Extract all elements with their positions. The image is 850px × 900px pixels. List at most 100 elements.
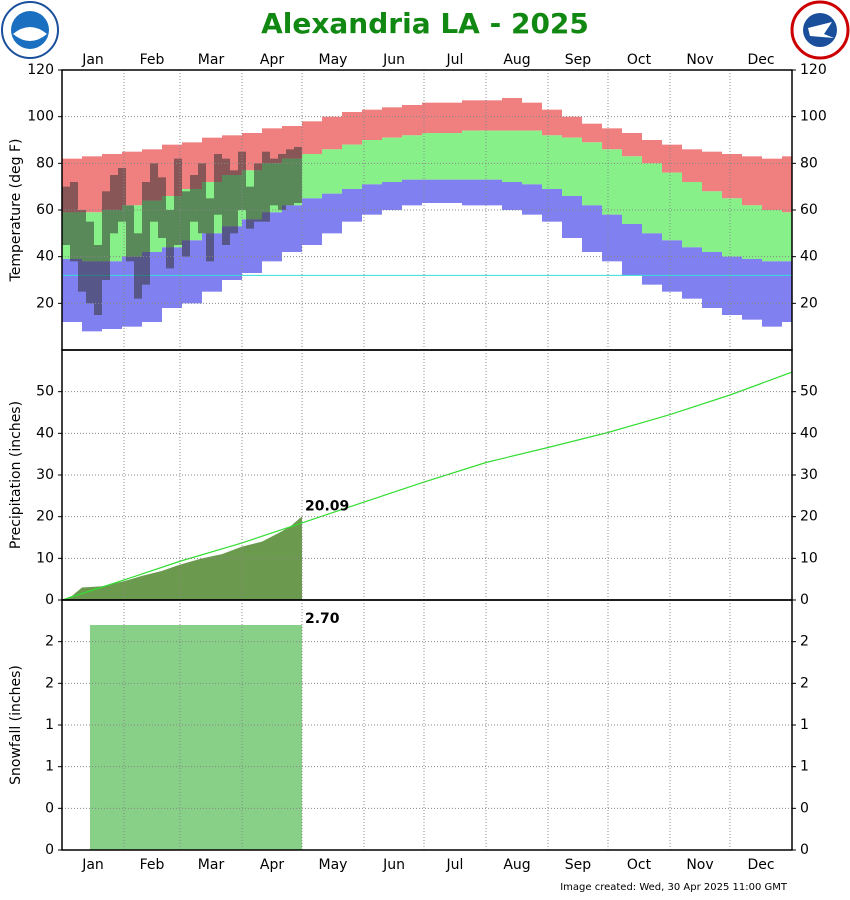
record-high-bar	[122, 151, 142, 206]
record-low-bar	[622, 224, 642, 276]
month-label: Feb	[140, 857, 165, 873]
record-high-bar	[782, 156, 792, 213]
record-low-bar	[782, 261, 792, 322]
observed-bar	[198, 163, 206, 234]
y-tick-label-right: 30	[800, 467, 818, 483]
record-low-bar	[662, 240, 682, 292]
normal-bar	[602, 149, 622, 215]
record-low-bar	[62, 259, 82, 322]
record-low-bar	[762, 261, 782, 327]
data-label: 2.70	[305, 611, 340, 627]
record-high-bar	[622, 133, 642, 157]
month-label: May	[319, 52, 348, 68]
y-tick-label-right: 100	[800, 109, 827, 125]
normal-bar	[702, 191, 722, 252]
month-label: Apr	[260, 52, 284, 68]
record-low-bar	[322, 193, 342, 234]
observed-bar	[118, 168, 126, 222]
record-high-bar	[682, 149, 702, 182]
month-label: Mar	[198, 52, 225, 68]
y-tick-label: 60	[36, 202, 54, 218]
record-low-bar	[542, 189, 562, 222]
month-label: Jan	[81, 857, 104, 873]
normal-bar	[362, 140, 382, 185]
normal-bar	[442, 133, 462, 180]
record-high-bar	[322, 116, 342, 150]
month-label: Sep	[565, 857, 592, 873]
month-label: Aug	[503, 857, 530, 873]
month-label: Sep	[565, 52, 592, 68]
y-tick-label-right: 10	[800, 550, 818, 566]
record-low-bar	[502, 182, 522, 210]
observed-bar	[206, 198, 214, 262]
observed-bar	[278, 154, 286, 210]
y-tick-label: 10	[36, 550, 54, 566]
record-high-bar	[582, 123, 602, 143]
normal-line	[62, 371, 792, 600]
month-label: Jul	[446, 52, 464, 68]
month-label: Dec	[747, 52, 774, 68]
normal-bar	[382, 137, 402, 182]
record-low-bar	[742, 259, 762, 320]
plot	[90, 625, 302, 850]
record-high-bar	[702, 151, 722, 192]
normal-bar	[782, 212, 792, 262]
record-low-bar	[682, 247, 702, 299]
month-label: May	[319, 857, 348, 873]
y-tick-label-right: 20	[800, 509, 818, 525]
actual-area	[62, 516, 302, 600]
record-high-bar	[722, 154, 742, 199]
month-label: Mar	[198, 857, 225, 873]
normal-bar	[542, 135, 562, 189]
month-label: Jun	[382, 857, 405, 873]
observed-bar	[254, 163, 262, 222]
record-high-bar	[542, 109, 562, 136]
observed-bar	[286, 149, 294, 206]
y-tick-label: 30	[36, 467, 54, 483]
normal-bar	[342, 144, 362, 189]
y-axis-label: Snowfall (inches)	[8, 665, 24, 785]
record-low-bar	[302, 198, 322, 245]
snow-bar	[90, 625, 302, 850]
plot	[62, 98, 792, 332]
month-label: Dec	[747, 857, 774, 873]
observed-bar	[150, 163, 158, 222]
month-label: Nov	[686, 52, 713, 68]
observed-bar	[238, 151, 246, 210]
observed-bar	[70, 182, 78, 262]
y-tick-label-right: 50	[800, 384, 818, 400]
observed-bar	[222, 158, 230, 245]
record-high-bar	[302, 121, 322, 154]
chart-title: Alexandria LA - 2025	[261, 7, 589, 40]
record-high-bar	[422, 102, 442, 133]
y-axis-label: Temperature (deg F)	[8, 139, 24, 283]
observed-bar	[230, 170, 238, 234]
record-low-bar	[382, 182, 402, 210]
record-low-bar	[242, 219, 262, 273]
y-tick-label: 80	[36, 155, 54, 171]
observed-bar	[102, 191, 110, 280]
record-low-bar	[482, 179, 502, 206]
normal-bar	[522, 130, 542, 185]
record-low-bar	[642, 233, 662, 285]
month-label: Jun	[382, 52, 405, 68]
y-tick-label-right: 1	[800, 759, 809, 775]
plot-frame	[61, 349, 793, 601]
record-low-bar	[402, 179, 422, 206]
record-high-bar	[402, 105, 422, 136]
y-tick-label: 0	[45, 592, 54, 608]
record-high-bar	[642, 140, 662, 164]
observed-bar	[62, 186, 70, 245]
observed-bar	[126, 205, 134, 262]
y-tick-label: 20	[36, 295, 54, 311]
y-tick-label-right: 0	[800, 800, 809, 816]
month-label: Jan	[81, 52, 104, 68]
normal-bar	[642, 163, 662, 234]
record-high-bar	[662, 144, 682, 173]
normal-bar	[682, 182, 702, 248]
record-high-bar	[522, 102, 542, 131]
record-low-bar	[582, 205, 602, 252]
y-tick-label-right: 2	[800, 675, 809, 691]
record-low-bar	[702, 252, 722, 308]
month-label: Aug	[503, 52, 530, 68]
